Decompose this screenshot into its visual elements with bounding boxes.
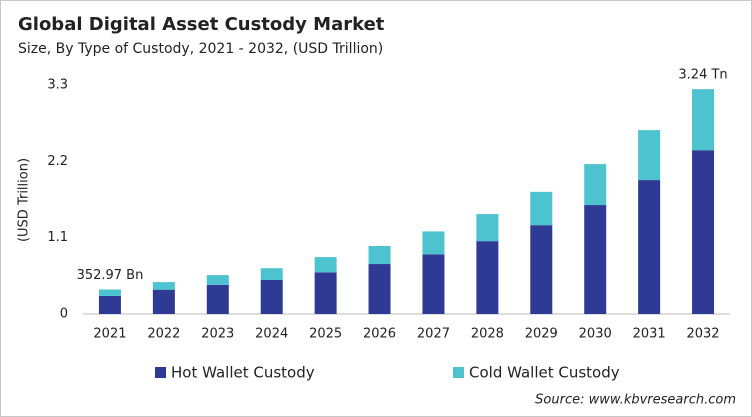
data-label: 3.24 Tn [678,68,727,83]
bar-segment [368,264,391,314]
x-tick-label: 2022 [147,327,180,342]
chart-subtitle: Size, By Type of Custody, 2021 - 2032, (… [18,41,383,57]
x-tick-label: 2032 [686,327,719,342]
y-axis-label: (USD Trillion) [17,158,32,242]
bar-segment [422,254,445,314]
bar-segment [476,214,499,242]
x-tick-label: 2026 [363,327,396,342]
x-tick-label: 2021 [93,327,126,342]
bar-segment [692,150,715,314]
bar-segment [530,191,553,226]
bar-segment [530,225,553,314]
bar-segment [152,282,175,290]
data-label: 352.97 Bn [77,268,144,283]
bar-segment [98,295,121,314]
source: Source: www.kbvresearch.com [535,393,736,408]
chart-title: Global Digital Asset Custody Market [18,14,385,35]
x-tick-label: 2031 [633,327,666,342]
legend-label: Cold Wallet Custody [469,364,620,382]
bar-segment [206,284,229,314]
bar-segment [584,164,607,206]
bar-segment [476,241,499,314]
bar-segment [368,245,391,265]
bar-segment [98,289,121,296]
legend-label: Hot Wallet Custody [171,364,315,382]
bar-segment [314,257,337,273]
x-tick-label: 2025 [309,327,342,342]
x-tick-label: 2023 [201,327,234,342]
y-tick-label: 1.1 [47,230,68,245]
bar-segment [206,275,229,285]
x-tick-label: 2029 [525,327,558,342]
bar-segment [638,180,661,314]
bar-segment [314,272,337,314]
x-tick-label: 2028 [471,327,504,342]
bar-segment [584,205,607,314]
bar-segment [638,130,661,181]
y-tick-label: 3.3 [47,78,68,93]
x-tick-label: 2024 [255,327,288,342]
bar-segment [422,231,445,255]
y-tick-label: 0 [60,307,68,322]
x-tick-label: 2027 [417,327,450,342]
x-tick-label: 2030 [579,327,612,342]
bar-segment [692,89,715,151]
bar-segment [260,268,283,280]
y-tick-label: 2.2 [47,154,68,169]
legend-swatch [453,367,464,378]
legend-swatch [155,367,166,378]
bar-segment [152,289,175,314]
bar-segment [260,279,283,314]
